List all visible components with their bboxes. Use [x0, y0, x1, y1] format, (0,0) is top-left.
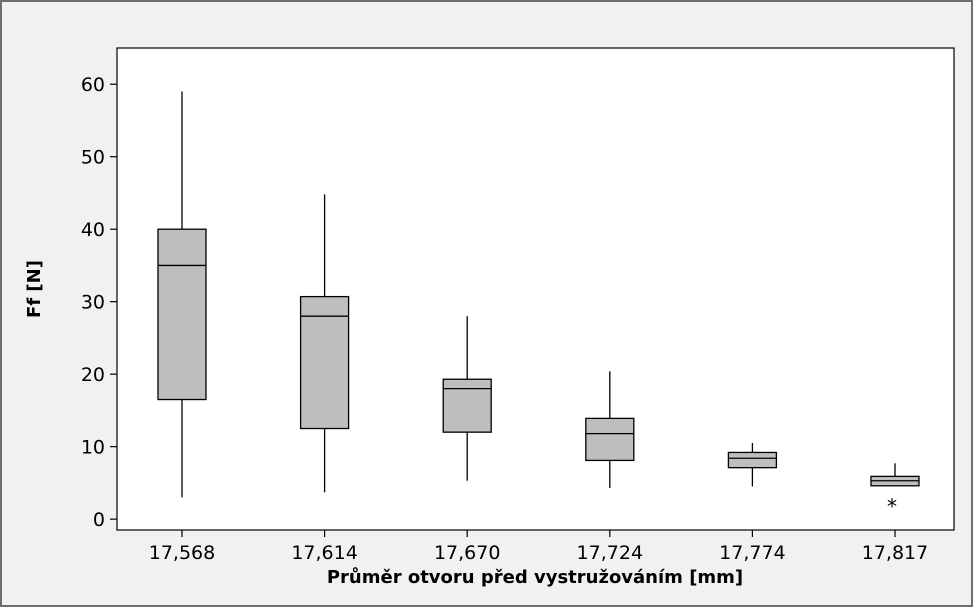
iqr-box	[585, 417, 635, 462]
x-tick-label: 17,568	[149, 542, 215, 564]
y-axis-title: Ff [N]	[24, 260, 45, 318]
iqr-box	[157, 228, 207, 401]
box-17-724	[585, 371, 635, 488]
box-series: *	[157, 91, 920, 519]
y-tick-label: 50	[81, 147, 105, 169]
y-tick-label: 20	[81, 364, 105, 386]
y-tick-label: 0	[93, 509, 105, 531]
iqr-box	[299, 295, 350, 430]
box-17-670	[442, 316, 492, 481]
x-tick-label: 17,614	[291, 542, 357, 564]
box-17-774	[727, 443, 778, 487]
x-tick-label: 17,774	[719, 542, 785, 564]
y-tick-label: 10	[81, 437, 105, 459]
y-axis: 0 10 20 30 40 50 60	[81, 74, 117, 531]
box-17-817: *	[870, 463, 920, 519]
box-17-614	[299, 194, 350, 493]
y-tick-label: 30	[81, 292, 105, 314]
x-tick-label: 17,817	[862, 542, 928, 564]
plot-area	[116, 47, 955, 531]
x-axis-title: Průměr otvoru před vystružováním [mm]	[327, 566, 743, 588]
outlier-marker: *	[887, 495, 897, 519]
x-axis: 17,568 17,614 17,670 17,724 17,774 17,817	[149, 530, 928, 564]
x-tick-label: 17,724	[577, 542, 643, 564]
box-17-568	[157, 91, 207, 498]
y-tick-label: 60	[81, 74, 105, 96]
iqr-box	[442, 378, 492, 433]
y-tick-label: 40	[81, 219, 105, 241]
iqr-box	[727, 451, 778, 469]
x-tick-label: 17,670	[434, 542, 500, 564]
